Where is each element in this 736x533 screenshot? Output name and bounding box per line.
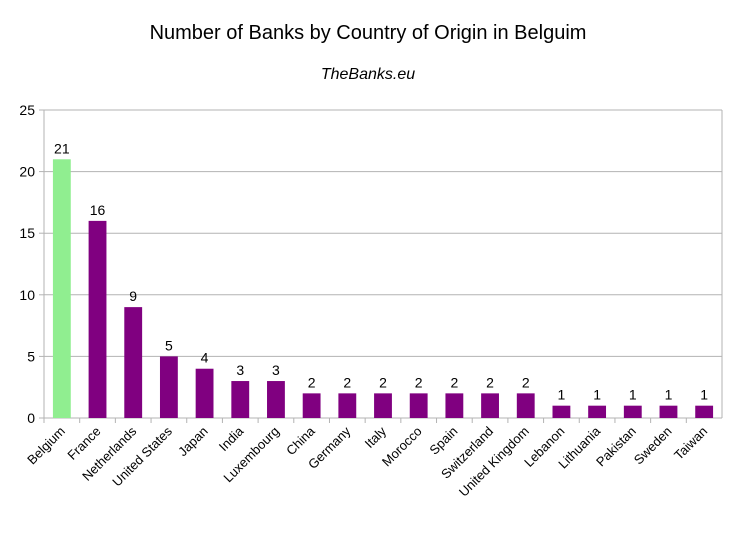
bar-belgium (52, 159, 71, 418)
category-label: Japan (175, 424, 211, 460)
category-label: Belgium (24, 424, 68, 468)
bar-china (302, 393, 321, 418)
data-label: 2 (486, 374, 494, 390)
bar-morocco (409, 393, 428, 418)
data-label: 1 (629, 387, 637, 403)
data-label: 4 (201, 350, 209, 366)
data-label: 1 (700, 387, 708, 403)
data-label: 2 (415, 374, 423, 390)
bar-united-kingdom (516, 393, 535, 418)
bar-luxembourg (267, 381, 285, 418)
chart-subtitle: TheBanks.eu (320, 66, 416, 83)
bar-italy (374, 393, 392, 418)
bar-lebanon (552, 405, 571, 418)
bar-sweden (659, 405, 678, 418)
bars (52, 159, 714, 418)
bar-germany (338, 393, 357, 418)
y-tick-label: 15 (19, 225, 35, 241)
y-tick-label: 0 (27, 410, 35, 426)
bar-switzerland (481, 393, 499, 418)
data-label: 1 (558, 387, 566, 403)
data-label: 2 (343, 374, 351, 390)
data-label: 2 (308, 374, 316, 390)
category-label: Taiwan (671, 424, 710, 463)
chart-title: Number of Banks by Country of Origin in … (149, 22, 587, 44)
data-label: 1 (665, 387, 673, 403)
gridlines (44, 109, 722, 419)
data-label: 3 (236, 362, 244, 378)
bar-spain (445, 393, 464, 418)
category-label: Sweden (631, 424, 675, 468)
bar-lithuania (588, 405, 607, 418)
bar-taiwan (695, 405, 714, 418)
category-label: Italy (362, 423, 390, 451)
data-label: 2 (379, 374, 387, 390)
bar-japan (195, 368, 214, 418)
data-label: 9 (129, 288, 137, 304)
data-label: 2 (450, 374, 458, 390)
y-tick-label: 20 (19, 164, 35, 180)
y-tick-label: 10 (19, 287, 35, 303)
bar-india (231, 381, 250, 418)
bar-pakistan (623, 405, 642, 418)
y-tick-label: 5 (27, 348, 35, 364)
category-label: Pakistan (593, 424, 639, 470)
data-label: 2 (522, 374, 530, 390)
data-label: 5 (165, 337, 173, 353)
data-label: 1 (593, 387, 601, 403)
data-label: 21 (54, 140, 70, 156)
category-label: Morocco (379, 424, 425, 470)
category-label: India (216, 423, 247, 454)
bar-united-states (159, 356, 178, 418)
y-tick-label: 25 (19, 102, 35, 118)
data-label: 3 (272, 362, 280, 378)
data-label: 16 (90, 202, 106, 218)
bar-france (88, 220, 107, 418)
bar-netherlands (124, 307, 143, 418)
